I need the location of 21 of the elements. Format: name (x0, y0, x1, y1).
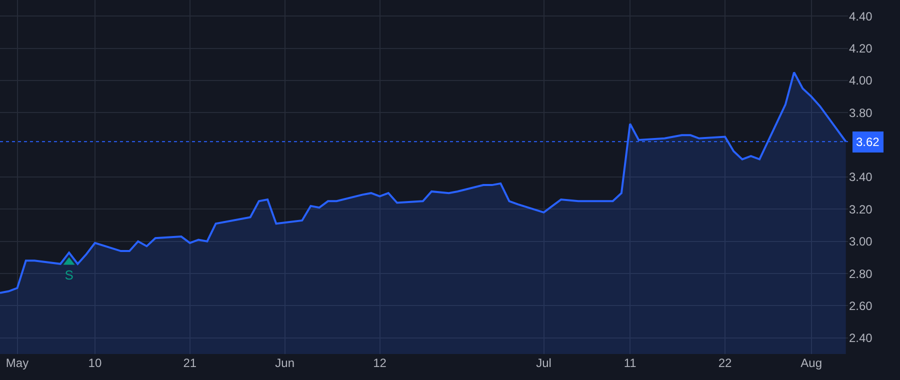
x-tick-label: May (6, 356, 29, 370)
y-tick-label: 3.40 (849, 170, 873, 184)
y-tick-label: 4.40 (849, 9, 873, 24)
x-tick-label: 11 (624, 356, 637, 370)
y-tick-label: 4.20 (849, 41, 873, 56)
x-tick-label: 22 (718, 356, 732, 370)
y-tick-label: 4.00 (849, 74, 873, 88)
x-tick-label: 21 (183, 356, 197, 370)
y-tick-label: 2.80 (849, 266, 873, 281)
x-tick-label: Jul (536, 356, 552, 370)
x-tick-label: Jun (275, 356, 294, 370)
data-label: S (64, 267, 74, 282)
y-tick-label: 3.80 (849, 106, 873, 120)
x-tick-label: 10 (88, 356, 102, 370)
y-tick-label: 2.60 (849, 298, 873, 313)
y-tick-label: 3.20 (849, 202, 873, 216)
ref-line-label: 3.62 (856, 135, 880, 149)
y-tick-label: 3.00 (849, 234, 873, 249)
x-tick-label: 12 (373, 356, 387, 370)
y-tick-label: 2.40 (849, 331, 873, 346)
x-tick-label: Aug (800, 356, 822, 370)
